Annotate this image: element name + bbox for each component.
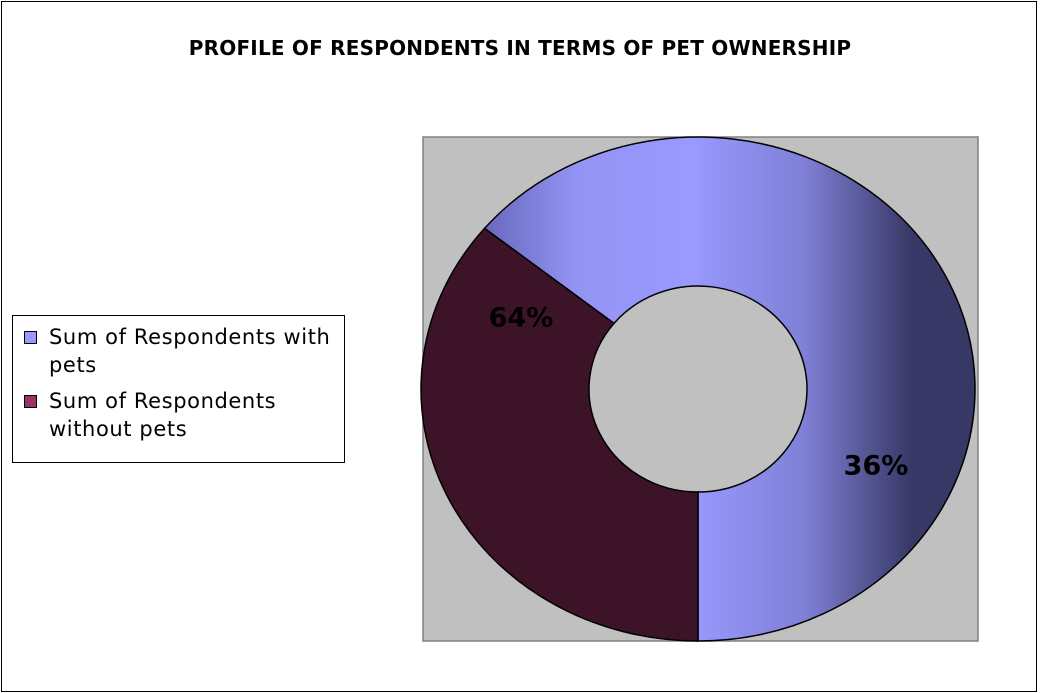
legend-label-without-pets: Sum of Respondents without pets [49,389,277,441]
legend-swatch-with-pets [24,331,37,344]
legend-swatch-without-pets [24,395,37,408]
legend-label-with-pets: Sum of Respondents with pets [49,325,331,377]
legend: Sum of Respondents with pets Sum of Resp… [12,315,345,463]
slice-without-pets [420,227,699,642]
chart-title: PROFILE OF RESPONDENTS IN TERMS OF PET O… [188,36,852,60]
legend-item-with-pets: Sum of Respondents with pets [13,323,344,379]
slice-with-pets [483,136,976,642]
legend-item-without-pets: Sum of Respondents without pets [13,387,344,443]
slice-label-with-pets: 64% [489,303,554,334]
slice-label-without-pets: 36% [844,451,909,482]
